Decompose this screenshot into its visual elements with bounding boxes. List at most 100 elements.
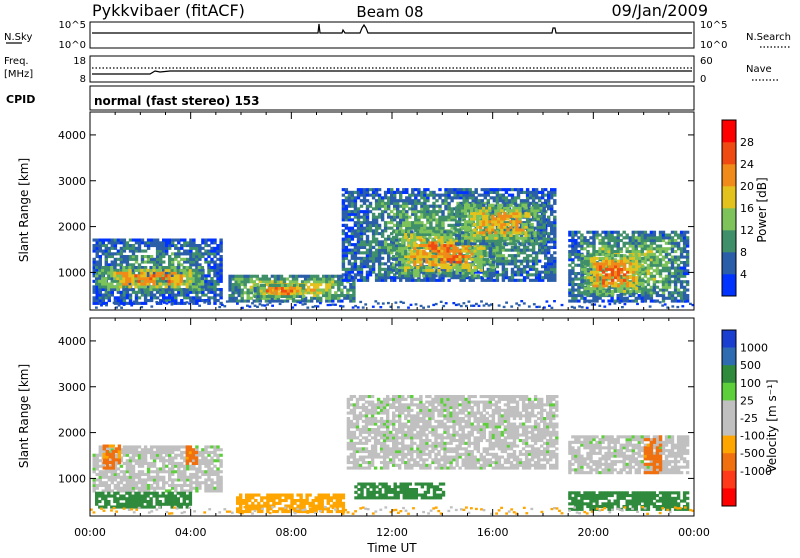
power-cell xyxy=(514,249,517,252)
power-cell xyxy=(363,229,366,232)
power-cell xyxy=(137,283,140,286)
power-cell xyxy=(345,188,348,191)
power-cell xyxy=(458,239,461,242)
power-cell xyxy=(447,210,450,213)
power-cell xyxy=(447,194,450,197)
power-cell xyxy=(461,242,464,245)
power-cell xyxy=(568,291,571,294)
power-cell xyxy=(456,196,459,199)
power-cell xyxy=(228,297,231,300)
power-cell xyxy=(405,221,408,224)
power-cell xyxy=(348,235,351,238)
power-cell xyxy=(505,199,508,202)
power-cell xyxy=(499,254,502,257)
power-cell xyxy=(650,256,653,259)
power-cell xyxy=(574,245,577,248)
power-cell xyxy=(98,280,101,283)
power-cell xyxy=(593,257,596,260)
power-cell xyxy=(392,263,395,266)
power-cell xyxy=(159,266,162,269)
power-cell xyxy=(423,227,426,230)
power-cell xyxy=(530,206,533,209)
power-cell xyxy=(535,276,538,279)
power-cell xyxy=(509,204,512,207)
power-cell xyxy=(198,244,201,247)
power-cell xyxy=(120,247,123,250)
power-cell xyxy=(538,279,541,282)
power-cell xyxy=(204,252,207,255)
power-cell xyxy=(216,280,219,283)
power-cell xyxy=(345,196,348,199)
power-cell xyxy=(150,239,153,242)
power-cell xyxy=(656,247,659,250)
power-cell xyxy=(372,194,375,197)
power-cell xyxy=(479,220,482,223)
power-cell xyxy=(423,191,426,194)
power-cell xyxy=(405,205,408,208)
power-cell xyxy=(269,287,272,290)
power-cell xyxy=(235,291,238,294)
power-cell xyxy=(595,236,598,239)
power-cell xyxy=(607,234,610,237)
power-cell xyxy=(357,232,360,235)
power-cell xyxy=(518,209,521,212)
power-cell xyxy=(535,260,538,263)
power-cell xyxy=(428,252,431,255)
power-cell xyxy=(544,246,547,249)
power-cell xyxy=(411,224,414,227)
power-cell xyxy=(287,284,290,287)
power-cell xyxy=(668,278,671,281)
power-cell xyxy=(354,221,357,224)
power-cell xyxy=(502,194,505,197)
power-cell xyxy=(592,250,595,253)
power-cell xyxy=(544,251,547,254)
power-cell xyxy=(477,274,480,277)
power-cell xyxy=(168,288,171,291)
power-cell xyxy=(310,300,313,303)
power-cell xyxy=(680,294,683,297)
power-cell xyxy=(171,294,174,297)
power-cell xyxy=(387,276,390,279)
power-cell xyxy=(674,234,677,237)
power-cell xyxy=(532,249,535,252)
power-cell xyxy=(455,272,458,275)
power-cell xyxy=(343,297,346,300)
power-cell xyxy=(369,229,372,232)
power-cell xyxy=(659,245,662,248)
power-cell xyxy=(265,275,268,278)
power-cell xyxy=(425,266,428,269)
power-cell xyxy=(231,291,234,294)
power-cell xyxy=(662,236,665,239)
power-cell xyxy=(647,239,650,242)
power-cell xyxy=(407,244,410,247)
power-cell xyxy=(120,294,123,297)
power-cell xyxy=(524,226,527,229)
power-cell xyxy=(461,231,464,234)
power-cell xyxy=(680,297,683,300)
power-cell xyxy=(584,257,587,260)
power-cell xyxy=(141,255,144,258)
power-cell xyxy=(274,300,277,303)
power-cell xyxy=(590,254,593,257)
power-cell xyxy=(452,272,455,275)
power-cell xyxy=(337,297,340,300)
power-cell xyxy=(629,268,632,271)
power-cell xyxy=(372,257,375,260)
power-cell xyxy=(662,291,665,294)
power-cell xyxy=(186,258,189,261)
power-cell xyxy=(496,262,499,265)
power-cell xyxy=(141,261,144,264)
power-cell xyxy=(459,279,462,282)
power-cell xyxy=(162,241,165,244)
power-cell xyxy=(659,239,662,242)
power-cell xyxy=(452,247,455,250)
power-cell xyxy=(455,237,458,240)
power-cell xyxy=(235,297,238,300)
power-cell xyxy=(98,285,101,288)
power-cell xyxy=(210,285,213,288)
power-cell xyxy=(659,247,662,250)
power-cell xyxy=(635,300,638,303)
power-cell xyxy=(515,237,518,240)
